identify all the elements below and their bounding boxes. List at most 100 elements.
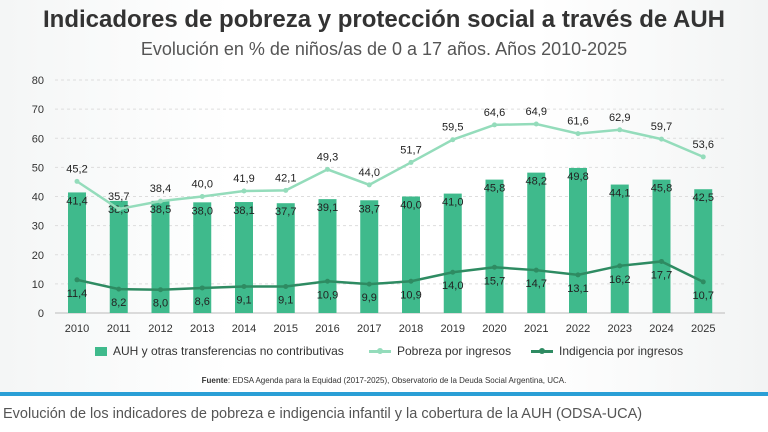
data-point [158,287,163,293]
data-point [450,269,456,275]
bar [610,184,629,313]
data-label: 51,7 [400,144,421,156]
legend-swatch [531,347,553,354]
x-tick-label: 2019 [441,323,465,335]
x-tick-label: 2016 [315,323,339,335]
data-label: 45,2 [66,163,87,175]
data-label: 15,7 [484,275,505,287]
series-line [76,260,704,291]
bar [68,192,86,313]
y-tick-label: 0 [38,308,44,320]
data-point [366,182,372,188]
bar [485,179,504,313]
x-tick-label: 2015 [274,323,298,335]
x-tick-label: 2013 [190,323,214,335]
data-point [116,286,122,292]
bar-label: 44,1 [609,188,630,200]
bar [193,202,212,313]
data-label: 9,9 [362,292,377,304]
x-tick-label: 2010 [65,323,89,335]
data-label: 41,9 [233,173,254,185]
x-tick-label: 2014 [232,323,256,335]
data-point [199,194,205,199]
bar [109,200,128,313]
data-point [283,187,289,193]
data-point [325,166,330,172]
data-label: 8,6 [195,296,210,308]
data-point [700,154,706,160]
y-tick-label: 10 [32,279,44,291]
x-tick-label: 2012 [148,323,172,335]
legend-swatch [369,347,391,354]
legend-label: Pobreza por ingresos [397,344,512,358]
data-label: 40,0 [192,179,213,191]
x-tick-label: 2021 [524,323,548,335]
bar-label: 41,0 [442,197,463,209]
data-point [116,206,122,212]
data-label: 9,1 [278,294,293,306]
legend-item-indigencia: Indigencia por ingresos [531,344,683,358]
data-label: 8,0 [153,298,168,310]
bar-label: 48,2 [526,176,547,188]
bar-label: 45,8 [651,183,672,195]
source-text: : EDSA Agenda para la Equidad (2017-2025… [227,376,567,385]
data-label: 59,7 [651,121,672,133]
data-point [617,127,623,133]
source-note: Fuente: EDSA Agenda para la Equidad (201… [0,376,768,385]
y-tick-label: 80 [32,75,44,87]
divider [0,392,768,396]
bar-label: 49,8 [567,171,588,183]
bar-label: 38,5 [150,204,171,216]
bar [652,179,671,313]
data-label: 38,4 [150,183,171,195]
y-tick-label: 60 [32,133,44,145]
data-label: 13,1 [567,283,588,295]
data-label: 17,7 [651,269,672,281]
bar-label: 38,7 [359,203,380,215]
data-label: 61,6 [567,116,588,128]
x-tick-label: 2011 [107,323,131,335]
data-point [533,267,539,273]
data-point [492,264,497,270]
data-point [74,178,80,184]
x-tick-label: 2020 [482,323,506,335]
data-label: 59,5 [442,122,463,134]
data-label: 9,1 [236,294,251,306]
data-label: 44,0 [359,167,380,179]
x-tick-label: 2023 [608,323,632,335]
data-label: 8,2 [111,297,126,309]
bar [527,172,546,313]
data-label: 64,9 [526,106,547,118]
chart-subtitle: Evolución en % de niños/as de 0 a 17 año… [140,39,628,59]
legend-item-pobreza: Pobreza por ingresos [369,344,511,358]
data-point [158,198,163,204]
legend-label: Indigencia por ingresos [559,344,684,358]
data-point [575,131,581,137]
y-tick-label: 70 [32,104,44,116]
chart-plot: 0 10 20 30 40 50 60 70 80 2010 2011 2012 2013 2014 201… [32,75,725,335]
data-label: 10,9 [400,289,421,301]
x-tick-label: 2018 [399,323,423,335]
y-tick-label: 30 [32,221,44,233]
source-label: Fuente [201,376,228,385]
data-label: 42,1 [275,172,296,184]
bar [151,200,170,313]
bar-label: 41,4 [66,195,87,207]
bar [402,196,420,313]
bar-label: 38,0 [192,205,213,217]
x-tick-label: 2025 [691,323,715,335]
bar-label: 39,1 [317,202,338,214]
data-point [575,272,581,278]
data-point [533,121,539,127]
bar-label: 45,8 [484,183,505,195]
data-point [450,137,456,143]
data-label: 49,3 [317,151,338,163]
y-tick-label: 50 [32,162,44,174]
legend-item-auh: AUH y otras transferencias no contributi… [95,344,344,358]
data-label: 10,7 [693,290,714,302]
data-label: 64,6 [484,107,505,119]
data-label: 14,7 [526,278,547,290]
bar-label: 37,7 [275,206,296,218]
data-label: 14,0 [442,280,463,292]
bar-label: 38,1 [233,205,254,217]
